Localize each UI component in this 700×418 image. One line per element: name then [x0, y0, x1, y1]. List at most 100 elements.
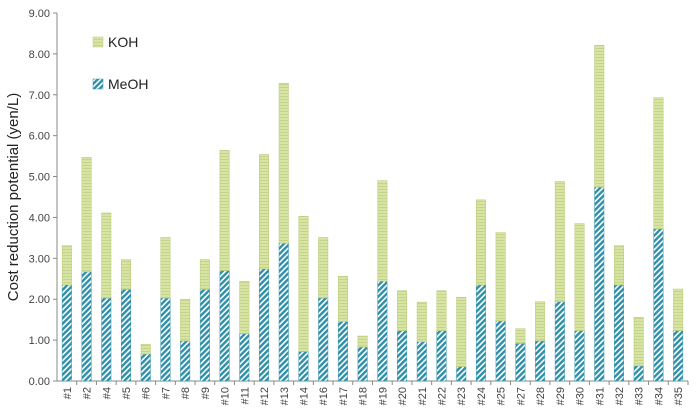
legend: KOH MeOH: [92, 34, 148, 92]
bar-meoh-2: [81, 271, 92, 382]
bar-meoh-5: [121, 289, 131, 382]
y-tick-label: 5.00: [29, 172, 50, 184]
x-tick-label: #10: [220, 387, 232, 405]
bar-koh-27: [515, 328, 526, 344]
bar-meoh-9: [199, 289, 210, 382]
bar-koh-9: [199, 259, 210, 290]
bar-koh-31: [594, 45, 605, 188]
bar-koh-19: [377, 180, 388, 282]
y-tick-label: 7.00: [29, 90, 50, 102]
bar-koh-28: [535, 301, 546, 342]
bar-meoh-31: [594, 186, 605, 382]
bar-koh-16: [318, 237, 329, 299]
bar-meoh-10: [219, 270, 230, 382]
bar-meoh-6: [140, 353, 151, 382]
bar-meoh-35: [673, 330, 684, 382]
x-tick-label: #19: [377, 387, 389, 405]
x-tick-label: #5: [121, 387, 133, 399]
bar-koh-11: [239, 280, 250, 334]
bar-koh-7: [160, 237, 171, 299]
bar-koh-6: [140, 343, 151, 355]
bar-meoh-8: [180, 340, 191, 382]
bar-meoh-7: [160, 297, 171, 382]
bar-koh-5: [121, 259, 131, 290]
y-axis-ticks: 0.00 1.00 2.00 3.00 4.00 5.00 6.00 7.00 8.00 9.00: [29, 8, 57, 388]
bar-meoh-28: [535, 340, 546, 382]
x-tick-label: #33: [634, 387, 646, 405]
bar-koh-13: [278, 83, 289, 244]
x-tick-label: #24: [476, 387, 488, 405]
x-tick-label: #23: [456, 387, 468, 405]
y-tick-label: 0.00: [29, 376, 50, 388]
bar-koh-21: [416, 301, 427, 342]
bar-meoh-20: [397, 330, 408, 382]
bar-koh-2: [81, 157, 92, 273]
bar-meoh-4: [101, 297, 112, 382]
bar-koh-35: [673, 288, 684, 331]
bar-meoh-30: [574, 330, 585, 382]
y-axis-title: Cost reduction potential (yen/L): [5, 93, 22, 301]
bar-meoh-34: [653, 228, 664, 382]
bar-meoh-24: [475, 284, 486, 382]
x-tick-label: #21: [417, 387, 429, 405]
y-tick-label: 4.00: [29, 212, 50, 224]
bar-koh-4: [101, 212, 112, 299]
x-tick-label: #22: [437, 387, 449, 405]
x-tick-label: #28: [535, 387, 547, 405]
x-tick-label: #18: [358, 387, 370, 405]
y-tick-label: 1.00: [29, 335, 50, 347]
bar-koh-10: [219, 150, 230, 271]
x-tick-label: #14: [298, 387, 310, 405]
x-tick-label: #8: [180, 387, 192, 399]
x-tick-label: #35: [673, 387, 685, 405]
bar-meoh-17: [337, 321, 348, 382]
x-tick-label: #30: [575, 387, 587, 405]
bar-meoh-21: [416, 341, 427, 382]
bar-meoh-1: [61, 284, 72, 382]
x-tick-label: #4: [101, 387, 113, 399]
bar-koh-8: [180, 298, 191, 342]
x-tick-label: #17: [338, 387, 350, 405]
bar-meoh-12: [259, 268, 270, 382]
y-tick-label: 9.00: [29, 8, 50, 20]
x-tick-label: #25: [496, 387, 508, 405]
x-tick-label: #31: [594, 387, 606, 405]
bar-meoh-25: [495, 320, 506, 382]
y-tick-label: 8.00: [29, 49, 50, 61]
bar-meoh-33: [633, 365, 644, 382]
bar-meoh-16: [318, 297, 329, 382]
bar-koh-1: [61, 245, 72, 286]
x-tick-label: #16: [318, 387, 330, 405]
bar-koh-17: [337, 276, 348, 322]
bar-meoh-27: [515, 343, 526, 382]
y-tick-label: 3.00: [29, 253, 50, 265]
bar-koh-20: [397, 290, 408, 331]
bar-koh-14: [298, 215, 309, 352]
bar-meoh-29: [554, 301, 565, 382]
axes: [56, 13, 688, 382]
bar-koh-30: [574, 223, 585, 331]
x-tick-label: #11: [239, 387, 251, 405]
y-tick-label: 2.00: [29, 294, 50, 306]
x-tick-label: #7: [160, 387, 172, 399]
x-tick-label: #12: [259, 387, 271, 405]
bar-koh-32: [614, 245, 624, 286]
bar-meoh-14: [298, 351, 309, 382]
bar-koh-33: [633, 316, 644, 367]
x-tick-label: #20: [397, 387, 409, 405]
legend-label-koh: KOH: [108, 34, 138, 50]
bar-koh-25: [495, 232, 506, 322]
bar-meoh-13: [278, 242, 289, 382]
x-tick-label: #9: [200, 387, 212, 399]
x-tick-label: #13: [279, 387, 291, 405]
bar-meoh-11: [239, 333, 250, 382]
x-axis-labels: #1 #2 #4 #5 #6 #7 #8 #9 #10 #11 #12 #13 #14 #16 #17 #18…: [62, 381, 689, 405]
legend-swatch-meoh: [92, 78, 104, 90]
bar-koh-24: [475, 199, 486, 286]
y-tick-label: 6.00: [29, 131, 50, 143]
x-tick-label: #27: [515, 387, 527, 405]
bar-koh-23: [456, 296, 467, 367]
bar-meoh-23: [456, 366, 467, 382]
